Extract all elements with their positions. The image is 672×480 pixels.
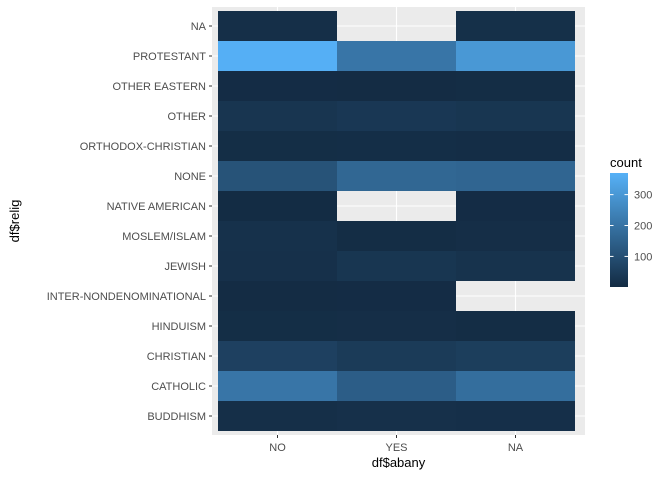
heatmap-cell: [456, 191, 575, 221]
heatmap-cell: [456, 11, 575, 41]
heatmap-cell: [218, 251, 337, 281]
heatmap-cell: [337, 101, 456, 131]
heatmap-cell: [456, 371, 575, 401]
y-tick-label: ORTHODOX-CHRISTIAN: [80, 141, 206, 153]
heatmap-cell: [218, 401, 337, 431]
heatmap-cell: [337, 131, 456, 161]
legend-title: count: [610, 155, 642, 170]
y-axis: BUDDHISM CATHOLIC CHRISTIAN HINDUISM INTER-N…: [47, 21, 212, 423]
heatmap-cell: [456, 161, 575, 191]
y-tick-label: JEWISH: [164, 261, 206, 273]
y-tick-label: INTER-NONDENOMINATIONAL: [47, 291, 206, 303]
heatmap-cell: [337, 371, 456, 401]
y-tick-label: BUDDHISM: [147, 411, 206, 423]
y-axis-title: df$relig: [7, 200, 22, 243]
y-tick-label: OTHER: [168, 111, 207, 123]
heatmap-cell: [337, 401, 456, 431]
legend: count 100 200 300: [610, 155, 652, 287]
y-tick-label: PROTESTANT: [133, 51, 206, 63]
heatmap-cell: [337, 71, 456, 101]
heatmap-cell: [337, 221, 456, 251]
heatmap-cell: [218, 221, 337, 251]
heatmap-cell: [456, 221, 575, 251]
heatmap-cell: [218, 311, 337, 341]
heatmap-cell: [218, 371, 337, 401]
heatmap-cell: [337, 251, 456, 281]
heatmap-cell: [218, 191, 337, 221]
y-tick-label: OTHER EASTERN: [112, 81, 206, 93]
heatmap-cell: [218, 161, 337, 191]
y-tick-label: CATHOLIC: [151, 381, 206, 393]
heatmap-cell: [337, 341, 456, 371]
x-axis: NO YES NA: [269, 435, 524, 454]
y-tick-label: NA: [191, 21, 207, 33]
legend-label: 300: [634, 190, 652, 202]
heatmap-cell: [456, 341, 575, 371]
y-tick-label: NONE: [174, 171, 206, 183]
legend-ticks: 100 200 300: [610, 190, 652, 263]
x-tick-label: YES: [385, 442, 407, 454]
heatmap-cell: [218, 101, 337, 131]
heatmap-cell: [456, 41, 575, 71]
heatmap-cell: [456, 131, 575, 161]
heatmap-cell: [456, 101, 575, 131]
heatmap-cell: [218, 11, 337, 41]
y-tick-label: MOSLEM/ISLAM: [122, 231, 206, 243]
legend-label: 100: [634, 251, 652, 263]
heatmap-cell: [218, 281, 337, 311]
heatmap-cell: [337, 311, 456, 341]
heatmap-cell: [218, 41, 337, 71]
x-tick-label: NA: [508, 442, 524, 454]
heatmap-cell: [218, 341, 337, 371]
heatmap-cell: [456, 401, 575, 431]
heatmap-cell: [218, 131, 337, 161]
heatmap-cell: [337, 41, 456, 71]
heatmap-cell: [456, 71, 575, 101]
heatmap-cell: [337, 161, 456, 191]
legend-colorbar: [610, 173, 628, 287]
heatmap-cell: [337, 281, 456, 311]
x-axis-title: df$abany: [372, 455, 426, 470]
heatmap-cells: [218, 11, 575, 431]
heatmap-cell: [456, 311, 575, 341]
heatmap-cell: [218, 71, 337, 101]
x-tick-label: NO: [269, 442, 286, 454]
y-tick-label: CHRISTIAN: [147, 351, 206, 363]
y-tick-label: NATIVE AMERICAN: [107, 201, 206, 213]
legend-label: 200: [634, 221, 652, 233]
heatmap-cell: [456, 251, 575, 281]
y-tick-label: HINDUISM: [152, 321, 206, 333]
